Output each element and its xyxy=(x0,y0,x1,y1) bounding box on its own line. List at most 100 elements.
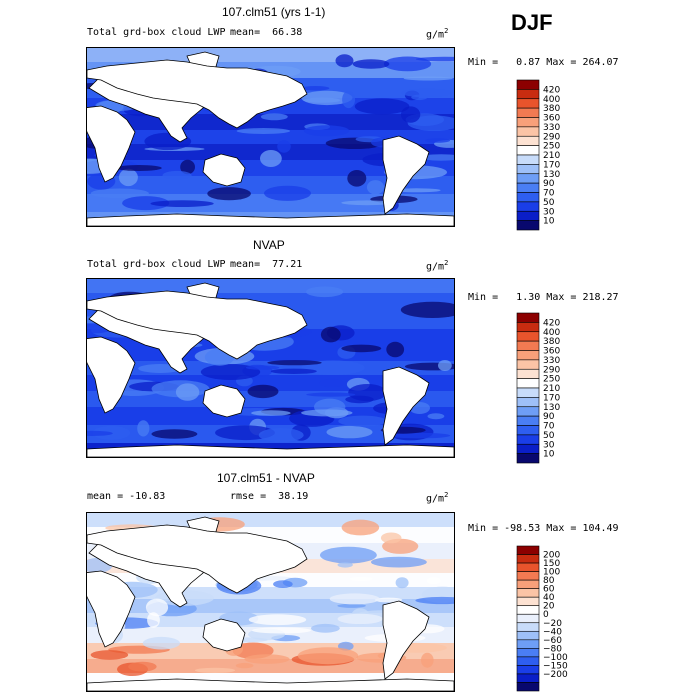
colorbar-label: 170 xyxy=(543,160,560,170)
field-patch xyxy=(118,168,138,187)
field-patch xyxy=(400,106,421,123)
field-patch xyxy=(341,519,380,536)
field-patch xyxy=(251,410,291,416)
field-patch xyxy=(329,593,380,605)
field-patch xyxy=(258,428,304,443)
colorbar-box xyxy=(516,434,540,445)
colorbar-box xyxy=(516,210,540,221)
panel-2-mean-value: 77.21 xyxy=(272,259,303,270)
colorbar-label: 360 xyxy=(543,114,560,124)
colorbar-box xyxy=(516,406,540,417)
panel-3-mean-label: mean = xyxy=(87,491,124,502)
panel-1-mean-label: mean= xyxy=(230,27,261,38)
colorbar-box xyxy=(516,312,540,323)
field-patch xyxy=(306,286,344,298)
field-patch xyxy=(386,341,405,358)
field-patch xyxy=(301,90,353,106)
field-patch xyxy=(142,636,180,650)
field-patch xyxy=(207,187,251,201)
colorbar-label: −40 xyxy=(543,627,562,637)
colorbar-box xyxy=(516,562,540,572)
continent-outline xyxy=(87,524,308,594)
colorbar-box xyxy=(516,220,540,231)
colorbar-box xyxy=(516,453,540,464)
field-patch xyxy=(335,54,354,68)
panel-3-max-value: 104.49 xyxy=(582,523,619,534)
field-patch xyxy=(273,580,293,588)
field-patch xyxy=(248,614,307,626)
field-patch xyxy=(366,180,385,195)
panel-1-title: 107.clm51 (yrs 1-1) xyxy=(222,5,326,19)
field-band xyxy=(87,194,454,212)
panel-3-min-value: -98.53 xyxy=(504,523,541,534)
colorbar-box xyxy=(516,397,540,408)
panel-3-unit-base: g/m xyxy=(426,493,445,505)
colorbar-box xyxy=(516,425,540,436)
field-patch xyxy=(411,94,428,101)
colorbar-box xyxy=(516,350,540,361)
colorbar-label: 170 xyxy=(543,393,560,403)
panel-3-unit: g/m2 xyxy=(426,491,448,504)
colorbar-box xyxy=(516,322,540,333)
colorbar-box xyxy=(516,368,540,379)
panel-3-max-label: Max = xyxy=(546,523,577,534)
colorbar-label: 40 xyxy=(543,593,555,603)
continent-outline xyxy=(87,105,136,183)
colorbar-label: 290 xyxy=(543,132,560,142)
colorbar-label: 330 xyxy=(543,123,560,133)
panel-1-unit-exp: 2 xyxy=(444,27,449,35)
colorbar-box xyxy=(516,571,540,581)
panel-2-max-value: 218.27 xyxy=(582,292,619,303)
panel-2-max-label: Max = xyxy=(546,292,577,303)
field-patch xyxy=(320,546,377,564)
panel-3-unit-exp: 2 xyxy=(444,491,449,499)
colorbar-box xyxy=(516,387,540,398)
colorbar-box xyxy=(516,622,540,632)
field-patch xyxy=(380,532,402,544)
colorbar-label: 210 xyxy=(543,151,560,161)
field-patch xyxy=(122,196,170,211)
field-patch xyxy=(371,556,427,568)
field-patch xyxy=(297,647,359,665)
panel-1-minmax: Min = 0.87 Max = 264.07 xyxy=(468,57,619,68)
colorbar-label: 10 xyxy=(543,450,555,460)
panel-2-unit-exp: 2 xyxy=(444,259,449,267)
colorbar-label: 420 xyxy=(543,85,560,95)
colorbar-box xyxy=(516,443,540,454)
continent-outline xyxy=(87,336,136,414)
field-patch xyxy=(320,326,341,343)
colorbar-box xyxy=(516,201,540,212)
colorbar-box xyxy=(516,98,540,109)
panel-1-subtitle: Total grd-box cloud LWP xyxy=(87,27,226,38)
colorbar-label: 30 xyxy=(543,207,555,217)
colorbar-box xyxy=(516,630,540,641)
colorbar-box xyxy=(516,331,540,342)
panel-2-unit: g/m2 xyxy=(426,259,448,272)
colorbar-label: −100 xyxy=(543,653,568,663)
colorbar-label: 400 xyxy=(543,95,560,105)
colorbar-box xyxy=(516,164,540,175)
field-patch xyxy=(151,429,198,439)
colorbar-box xyxy=(516,545,540,555)
colorbar-label: 250 xyxy=(543,142,560,152)
field-patch xyxy=(252,627,311,634)
panel-3-rmse-value: 38.19 xyxy=(278,491,309,502)
field-patch xyxy=(244,654,290,664)
panel-1-min-label: Min = xyxy=(468,57,499,68)
colorbar-label: 420 xyxy=(543,318,560,328)
colorbar-label: 10 xyxy=(543,217,555,227)
field-patch xyxy=(421,652,434,668)
colorbar-box xyxy=(516,89,540,100)
colorbar-label: 200 xyxy=(543,551,560,561)
field-patch xyxy=(426,577,441,585)
panel-2-min-value: 1.30 xyxy=(516,292,541,303)
field-patch xyxy=(347,170,367,187)
field-patch xyxy=(337,603,366,608)
field-patch xyxy=(395,577,409,589)
field-patch xyxy=(128,661,157,672)
panel-1-map xyxy=(86,47,455,227)
panel-3-mean-value: -10.83 xyxy=(129,491,166,502)
colorbar-label: 130 xyxy=(543,403,560,413)
field-patch xyxy=(162,170,192,180)
colorbar-label: 80 xyxy=(543,576,555,586)
